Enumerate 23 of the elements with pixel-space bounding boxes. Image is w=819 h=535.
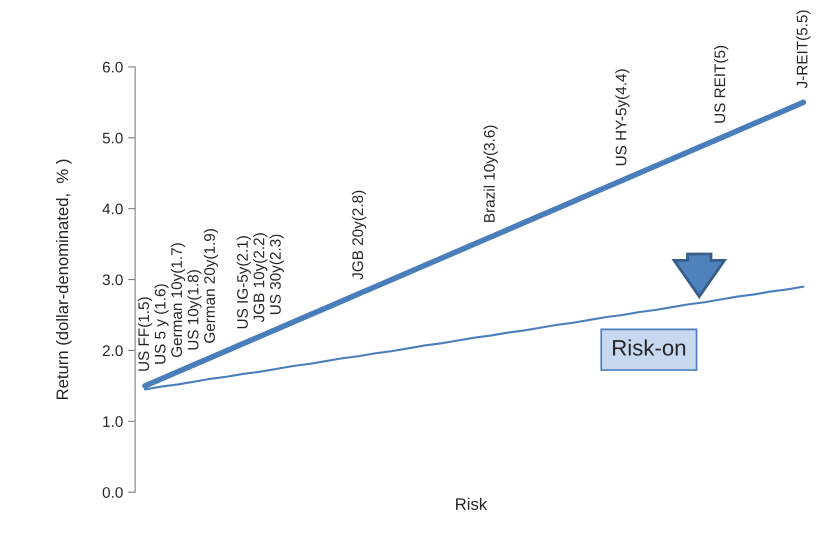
y-tick-label: 2.0 bbox=[102, 345, 123, 356]
data-label: US 10y(1.8) bbox=[187, 270, 202, 350]
data-label: Brazil 10y(3.6) bbox=[484, 126, 498, 222]
data-label: US REIT(5) bbox=[714, 46, 728, 123]
y-tick-label: 4.0 bbox=[102, 204, 123, 214]
data-label: US 30y(2.3) bbox=[270, 234, 284, 314]
data-label: J-REIT(5.5) bbox=[796, 10, 811, 88]
y-tick-label: 3.0 bbox=[102, 274, 123, 286]
data-label: US FF(1.5) bbox=[138, 297, 152, 371]
y-tick-label: 1.0 bbox=[103, 416, 123, 427]
data-label: US IG-5y(2.1) bbox=[236, 236, 251, 328]
annotation: Risk-on bbox=[613, 339, 686, 356]
data-label: US 5 y (1.6) bbox=[154, 284, 169, 364]
data-label: US HY-5y(4.4) bbox=[615, 69, 630, 166]
data-label: German 20y(1.9) bbox=[204, 229, 218, 343]
y-tick-label: 6.0 bbox=[102, 62, 123, 73]
data-label: JGB 10y(2.2) bbox=[253, 233, 268, 322]
data-label: German 10y(1.7) bbox=[170, 243, 186, 358]
x-axis-title: Risk bbox=[456, 498, 488, 510]
y-tick-label: 0.0 bbox=[102, 487, 123, 498]
data-label: JGB 20y(2.8) bbox=[352, 190, 366, 280]
y-tick-label: 5.0 bbox=[102, 132, 123, 144]
y-axis-title: Return (dollar-denominated, % ) bbox=[56, 160, 72, 400]
